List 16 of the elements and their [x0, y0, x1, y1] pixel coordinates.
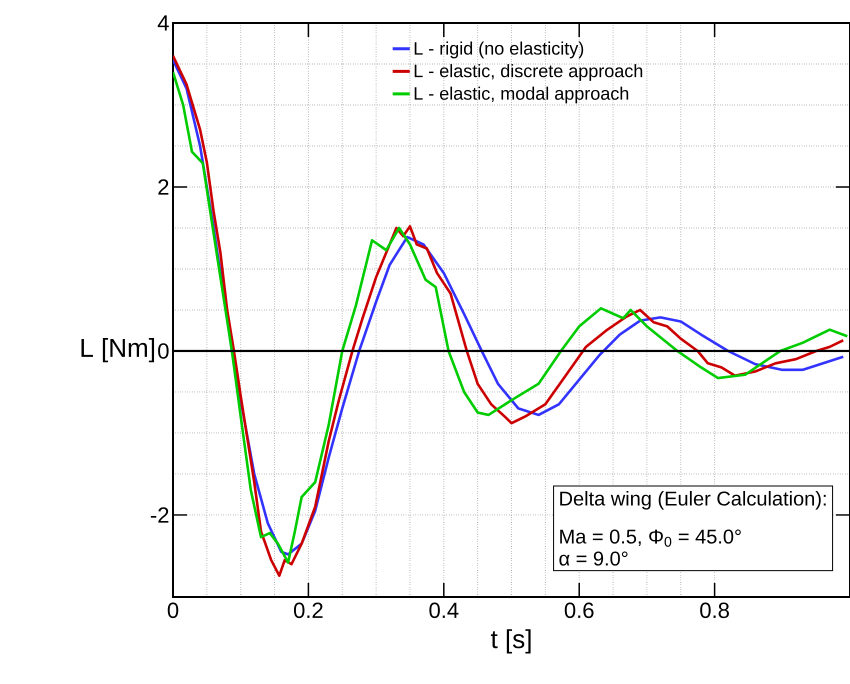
- y-tick-label: 2: [158, 179, 168, 195]
- x-axis-title: t [s]: [490, 629, 531, 654]
- x-tick-label: 0.6: [564, 602, 594, 618]
- x-tick-label: 0.4: [429, 602, 458, 618]
- annotation: α = 9.0°: [559, 552, 628, 566]
- legend-label: L - elastic, discrete approach: [414, 64, 642, 81]
- annotation: Ma = 0.5, Φ$_{0}$ = 45.0°: [560, 530, 741, 547]
- y-tick-label: 0: [158, 343, 169, 359]
- y-tick-label: -2: [150, 507, 168, 523]
- annotation: Delta wing (Euler Calculation):: [560, 490, 826, 510]
- legend-label: L - rigid (no elasticity): [414, 42, 584, 58]
- y-axis-title: L [Nm]: [82, 338, 154, 362]
- x-tick-label: 0.8: [700, 602, 729, 618]
- x-tick-label: 0.2: [294, 602, 323, 618]
- y-tick-label: 4: [158, 15, 169, 31]
- legend-label: L - elastic, modal approach: [414, 86, 628, 104]
